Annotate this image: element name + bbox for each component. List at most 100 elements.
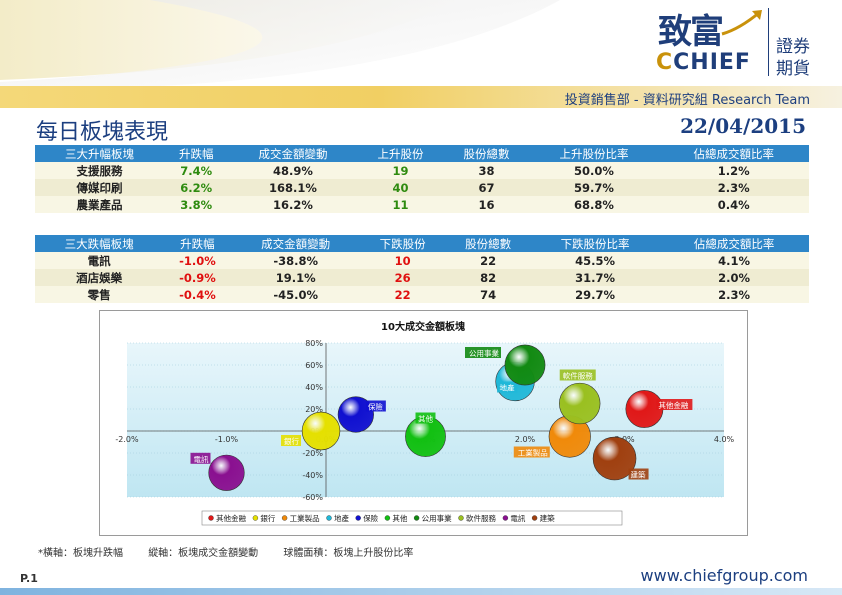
table-cell: -1.0% [163,252,232,269]
table-cell: 82 [445,269,531,286]
y-tick-label: -20% [302,449,323,458]
bubble-label-bg [513,446,550,458]
bubble-label-bg [281,435,302,446]
bubble-label-bg [415,412,436,424]
legend-marker [326,515,332,521]
header-cell: 股份總數 [443,145,530,162]
legend-entry: 其他金融 [216,513,246,523]
page-title: 每日板塊表現 [36,120,169,145]
table-cell: 50.0% [529,162,659,179]
bubble-label-bg [559,369,596,381]
bubble-label: 其他 [418,414,433,424]
header-cell: 下跌股份 [359,235,446,252]
table-cell: 11 [357,196,444,213]
table-cell: 7.4% [164,162,229,179]
legend-entry: 工業製品 [290,513,320,523]
bubble-chart: 10大成交金額板塊 80%60%40%20%0%-20%-40%-60%-2.0… [115,320,735,526]
legend-marker [384,515,391,521]
bubble-label: 銀行 [284,436,299,446]
logo-securities: 證券 [776,37,810,57]
table-header-row: 三大跌幅板塊 升跌幅 成交金額變動 下跌股份 股份總數 下跌股份比率 佔總成交額… [35,235,809,252]
chart-footnote: *橫軸：板塊升跌幅 縱軸：板塊成交金額變動 球體面積：板塊上升股份比率 [38,544,435,559]
header-cell: 上升股份比率 [529,145,659,162]
logo-futures: 期貨 [776,59,810,79]
bubble-label: 建築 [631,470,646,480]
legend-marker [458,515,464,521]
top-gainers-table: 三大升幅板塊 升跌幅 成交金額變動 上升股份 股份總數 上升股份比率 佔總成交額… [35,145,809,213]
header-cell: 上升股份 [357,145,444,162]
table-cell: 電訊 [35,252,164,269]
table-cell: -0.4% [163,286,232,303]
x-tick-label: 4.0% [714,435,735,444]
bubble-label: 保險 [368,402,383,412]
page-number: P.1 [20,572,38,585]
table-row: 電訊 -1.0% -38.8% 10 22 45.5% 4.1% [35,252,809,269]
logo-arrow-icon [721,10,762,36]
table-row: 傳媒印刷 6.2% 168.1% 40 67 59.7% 2.3% [35,179,809,196]
footnote-bubble: 球體面積：板塊上升股份比率 [283,548,414,559]
legend-entry: 地產 [334,513,349,523]
table-cell: -0.9% [163,269,232,286]
header-cell: 佔總成交額比率 [659,235,809,252]
legend-box [201,510,623,526]
x-tick-label: -2.0% [115,435,139,444]
bubble-label: 地產 [500,383,515,393]
bubble-label-bg [365,400,386,412]
table-cell: 2.0% [659,269,809,286]
table-cell: 酒店娛樂 [35,269,164,286]
legend-entry: 電訊 [510,513,525,523]
table-row: 支援服務 7.4% 48.9% 19 38 50.0% 1.2% [35,162,809,179]
bubble-label: 公用事業 [469,348,499,358]
table-header-row: 三大升幅板塊 升跌幅 成交金額變動 上升股份 股份總數 上升股份比率 佔總成交額… [35,145,809,162]
table-cell: 農業產品 [35,196,164,213]
table-cell: 3.8% [164,196,229,213]
y-tick-label: -60% [302,493,323,502]
header-cell: 成交金額變動 [228,145,358,162]
department-bar [0,86,842,108]
header-cell: 升跌幅 [163,235,232,252]
table-cell: 29.7% [530,286,660,303]
table-cell: -45.0% [231,286,360,303]
x-tick-label: 2.0% [515,435,536,444]
table-cell: 45.5% [530,252,660,269]
legend-marker [281,515,288,521]
footnote-y-axis: 縱軸：板塊成交金額變動 [148,548,259,559]
legend-entry: 軟件服務 [466,513,496,523]
table-cell: 支援服務 [35,162,164,179]
bubble-6 [504,344,546,386]
department-label: 投資銷售部 - 資料研究組 Research Team [564,93,810,108]
table-cell: 74 [445,286,531,303]
bubble-label: 電訊 [194,454,209,464]
header-cell: 成交金額變動 [231,235,360,252]
legend-entry: 銀行 [260,513,275,523]
bubble-label-bg [497,381,518,393]
bubble-label-bg [465,347,501,358]
company-logo: 致富 CCHIEF 證券 期貨 [650,2,840,82]
bubble-label-bg [628,468,649,480]
legend-marker [252,515,259,521]
bubble-7 [559,382,601,425]
table-cell: 傳媒印刷 [35,179,164,196]
table-cell: 1.2% [658,162,809,179]
logo-chinese: 致富 [658,12,724,52]
x-tick-label: -1.0% [215,435,239,444]
legend-entry: 建築 [540,513,556,523]
table-cell: 67 [443,179,530,196]
table-cell: 31.7% [530,269,660,286]
table-cell: 10 [359,252,446,269]
legend-entry: 保險 [363,513,378,523]
logo-english: CCHIEF [656,50,751,75]
table-cell: 26 [359,269,446,286]
table-cell: 零售 [35,286,164,303]
table-cell: 16.2% [228,196,358,213]
header-cell: 升跌幅 [164,145,229,162]
table-cell: 40 [357,179,444,196]
legend-marker [502,515,509,521]
legend-marker [355,515,361,521]
table-cell: 2.3% [658,179,809,196]
table-cell: 59.7% [529,179,659,196]
legend-entry: 公用事業 [422,513,452,523]
legend-marker [208,515,214,521]
legend-marker [413,515,420,521]
bubble-chart-frame: 10大成交金額板塊 80%60%40%20%0%-20%-40%-60%-2.0… [99,310,748,536]
